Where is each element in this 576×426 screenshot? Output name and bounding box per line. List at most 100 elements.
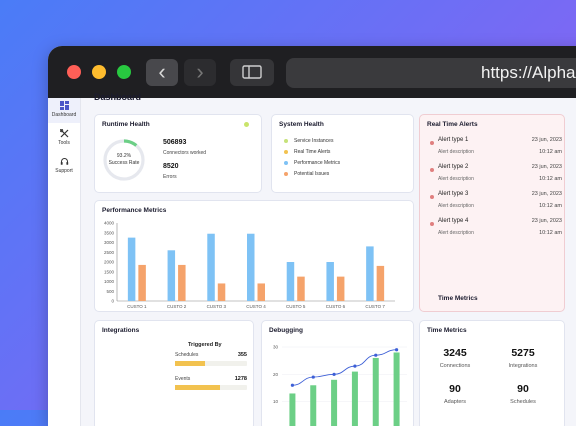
alert-time: 10:12 am [539, 230, 562, 236]
metric-label: Schedules [510, 399, 536, 405]
integration-bar-fill [175, 385, 220, 390]
chevron-left-icon: ‹ [158, 59, 166, 84]
alert-description: Alert description [438, 203, 474, 209]
legend-swatch [284, 171, 288, 176]
alert-date: 23 jun, 2023 [531, 137, 562, 143]
legend-item: Performance Metrics [284, 160, 340, 166]
card-title: Runtime Health [102, 121, 150, 128]
x-tick-label: CUSTO 4 [246, 304, 266, 309]
legend-item: Real Time Alerts [284, 149, 330, 155]
connectors-value: 506893 [163, 139, 187, 146]
debug-bar [351, 371, 358, 426]
alert-time: 10:12 am [539, 149, 562, 155]
system-health-card: System Health Service Instances Real Tim… [271, 114, 414, 193]
browser-titlebar: ‹ › https://AlphaA [48, 46, 576, 98]
bar-series-1 [366, 246, 374, 301]
y-tick-label: 2500 [104, 250, 115, 255]
card-title: System Health [279, 121, 324, 128]
metric-value: 3245 [443, 347, 467, 359]
sidebar: Dashboard Tools Support [48, 98, 81, 426]
headset-icon [60, 158, 68, 165]
sidebar-item-dashboard[interactable]: Dashboard [48, 98, 80, 123]
sidebar-item-tools[interactable]: Tools [48, 126, 80, 151]
x-tick-label: CUSTO 5 [286, 304, 306, 309]
metric-label: Integrations [508, 363, 538, 369]
legend-swatch [284, 160, 288, 165]
bar-series-2 [217, 283, 226, 301]
sidebar-item-label: Support [55, 168, 73, 174]
bar-series-1 [207, 233, 215, 301]
address-bar[interactable]: https://AlphaA [286, 58, 576, 88]
tools-icon [59, 129, 68, 138]
bar-series-2 [257, 283, 265, 301]
integration-row-label: Events [175, 376, 191, 382]
y-tick-label: 2000 [104, 260, 115, 265]
card-title: Performance Metrics [102, 207, 167, 214]
errors-label: Errors [163, 174, 177, 180]
alert-item[interactable]: Alert type 2 Alert description 23 jun, 202… [430, 164, 562, 188]
integration-bar-fill [175, 361, 206, 366]
sidebar-item-label: Tools [58, 140, 70, 146]
bar-series-2 [178, 264, 186, 301]
alert-date: 23 jun, 2023 [531, 164, 562, 170]
legend-label: Performance Metrics [294, 160, 341, 166]
alert-date: 23 jun, 2023 [531, 191, 562, 197]
y-tick-label: 500 [106, 289, 114, 294]
runtime-health-card: Runtime Health 93.2% Success Rate 506893… [94, 114, 262, 193]
debug-line-point [332, 372, 336, 376]
legend-label: Potential Issues [294, 171, 330, 177]
x-tick-label: CUSTO 1 [127, 304, 147, 309]
metric-value: 5275 [511, 347, 535, 359]
y-tick-label: 1000 [104, 279, 115, 284]
debug-bar [372, 357, 379, 426]
minimize-window-button[interactable] [92, 65, 106, 79]
sidebar-toggle-button[interactable] [230, 59, 274, 86]
alert-item[interactable]: Alert type 1 Alert description 23 jun, 202… [430, 137, 562, 161]
x-tick-label: CUSTO 3 [207, 304, 227, 309]
alert-dot [430, 168, 434, 172]
debug-bar [393, 352, 400, 426]
gauge-percent: 93.2% [116, 153, 132, 159]
gauge-label: Success Rate [108, 160, 140, 166]
debug-line-point [290, 383, 295, 387]
chevron-right-icon: › [196, 59, 204, 84]
main-content: Dashboard Runtime Health 93.2% Success R… [81, 92, 576, 426]
alert-type: Alert type 2 [438, 164, 469, 170]
alert-item[interactable]: Alert type 3 Alert description 23 jun, 202… [430, 191, 562, 215]
forward-button[interactable]: › [184, 59, 216, 86]
alert-description: Alert description [438, 176, 474, 182]
alert-date: 23 jun, 2023 [531, 218, 562, 224]
alert-time: 10:12 am [539, 176, 562, 182]
legend-swatch [284, 138, 288, 143]
debug-bar [331, 379, 338, 426]
time-metrics-card: Time Metrics 3245 Connections 5275 Integ… [419, 320, 565, 426]
close-window-button[interactable] [67, 65, 81, 79]
triggered-by-label: Triggered By [188, 342, 222, 348]
performance-chart: 0 500 1000 1500 2000 2500 3000 3500 4000 CUSTO 1 C… [104, 221, 395, 309]
y-tick-label: 30 [273, 345, 279, 350]
maximize-window-button[interactable] [117, 65, 131, 79]
legend-label: Service Instances [294, 138, 334, 144]
alerts-footer: Time Metrics [438, 295, 478, 302]
debug-bar [310, 385, 317, 426]
back-button[interactable]: ‹ [146, 59, 178, 86]
runtime-status-dot [244, 122, 249, 127]
alert-type: Alert type 4 [438, 218, 469, 224]
integration-row-value: 1278 [234, 376, 247, 382]
metric-label: Adapters [443, 399, 466, 405]
x-tick-label: CUSTO 2 [167, 304, 187, 309]
gauge-arc [103, 139, 145, 181]
x-tick-label: CUSTO 6 [326, 304, 346, 309]
success-rate-gauge [103, 139, 145, 181]
alert-item[interactable]: Alert type 4 Alert description 23 jun, 202… [430, 218, 562, 242]
legend-item: Potential Issues [284, 171, 329, 177]
debugging-card: Debugging 0102030 [261, 320, 414, 426]
page-title: Dashboard [94, 92, 142, 102]
bar-series-1 [326, 262, 334, 301]
sidebar-item-support[interactable]: Support [48, 154, 80, 179]
alert-description: Alert description [438, 230, 474, 236]
x-tick-label: CUSTO 7 [365, 304, 385, 309]
bar-series-1 [247, 233, 255, 301]
debug-line [292, 349, 397, 386]
metric-value: 90 [517, 383, 529, 395]
